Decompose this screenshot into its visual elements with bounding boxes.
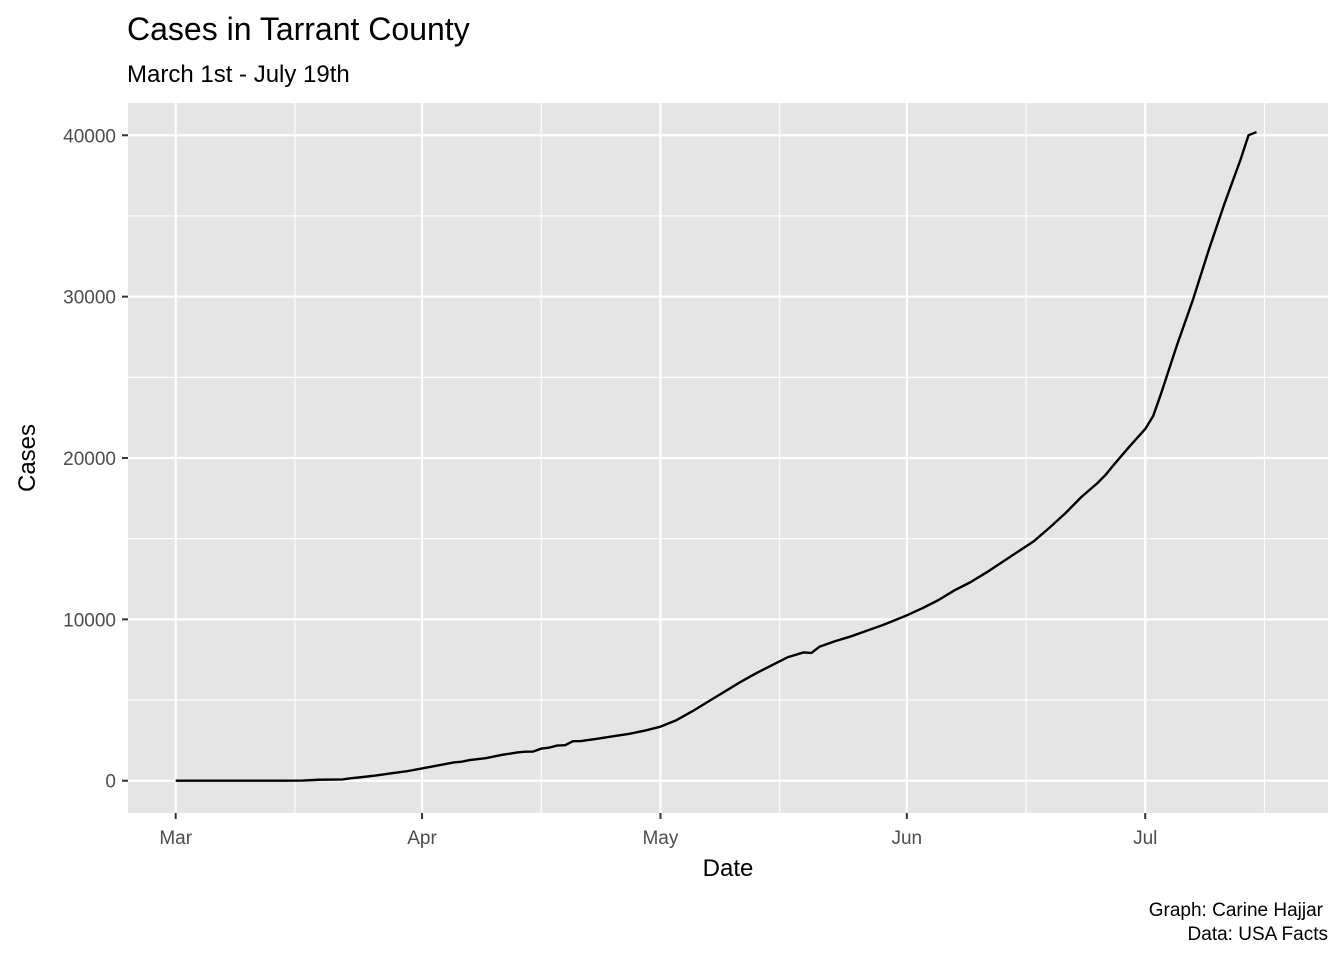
caption-line-1: Graph: Carine Hajjar bbox=[1149, 900, 1324, 921]
x-tick-label: Jul bbox=[1133, 828, 1157, 849]
axis-ticks bbox=[122, 134, 1147, 819]
caption-line-2: Data: USA Facts bbox=[1188, 924, 1328, 945]
major-gridlines bbox=[128, 103, 1328, 813]
y-axis-title: Cases bbox=[14, 424, 41, 492]
x-axis-tick-labels: Mar Apr May Jun Jul bbox=[159, 828, 1157, 849]
chart-subtitle: March 1st - July 19th bbox=[127, 61, 350, 88]
cases-line bbox=[175, 130, 1257, 782]
y-tick-label: 40000 bbox=[63, 126, 116, 147]
chart-title: Cases in Tarrant County bbox=[127, 11, 470, 47]
y-tick-label: 10000 bbox=[63, 610, 116, 631]
x-tick-label: Apr bbox=[407, 828, 437, 849]
minor-gridlines bbox=[128, 103, 1328, 813]
y-tick-label: 20000 bbox=[63, 449, 116, 470]
y-axis-tick-labels: 0 10000 20000 30000 40000 bbox=[63, 126, 116, 792]
y-tick-label: 30000 bbox=[63, 288, 116, 309]
x-tick-label: May bbox=[642, 828, 678, 849]
x-tick-label: Jun bbox=[891, 828, 922, 849]
x-axis-title: Date bbox=[703, 855, 754, 882]
x-tick-label: Mar bbox=[159, 828, 192, 849]
y-tick-label: 0 bbox=[105, 772, 116, 793]
